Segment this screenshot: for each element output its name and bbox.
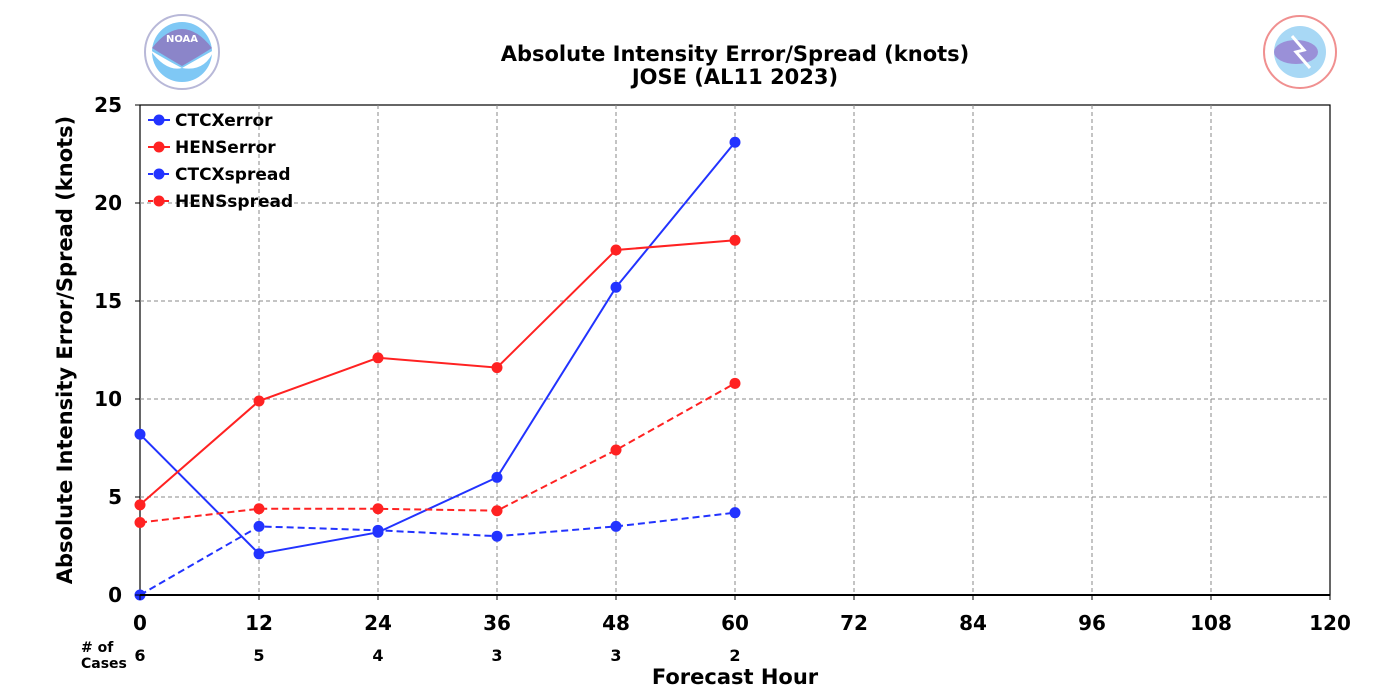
x-tick-label: 72: [840, 611, 868, 635]
series-henserror: [134, 234, 741, 511]
legend-label-ctcxerror: CTCXerror: [175, 111, 273, 131]
x-tick-label: 120: [1309, 611, 1351, 635]
x-tick-label: 0: [133, 611, 147, 635]
data-point-hensspread: [491, 505, 503, 517]
data-point-ctcxspread: [372, 524, 384, 536]
x-axis-title: Forecast Hour: [652, 665, 819, 689]
y-tick-label: 20: [94, 191, 122, 215]
data-point-hensspread: [729, 377, 741, 389]
legend-marker-hensspread: [153, 195, 165, 207]
y-ticks: 0 5 10 15 20 25: [94, 93, 140, 607]
legend-item-henserror: HENSerror: [148, 138, 276, 158]
case-count: 5: [253, 646, 264, 665]
data-point-henserror: [372, 352, 384, 364]
noaa-logo-text: NOAA: [166, 34, 198, 45]
noaa-logo-icon: NOAA: [144, 14, 220, 90]
legend-label-ctcxspread: CTCXspread: [175, 165, 291, 185]
x-tick-label: 108: [1190, 611, 1232, 635]
series-line-hensspread: [139, 382, 736, 524]
legend-label-henserror: HENSerror: [175, 138, 276, 158]
data-point-henserror: [491, 362, 503, 374]
data-point-ctcxspread: [610, 520, 622, 532]
data-point-ctcxspread: [491, 530, 503, 542]
y-tick-label: 10: [94, 387, 122, 411]
data-point-hensspread: [372, 503, 384, 515]
y-tick-label: 15: [94, 289, 122, 313]
y-tick-label: 5: [108, 485, 122, 509]
case-count: 3: [491, 646, 502, 665]
x-tick-label: 36: [483, 611, 511, 635]
data-point-ctcxerror: [134, 428, 146, 440]
legend-label-hensspread: HENSspread: [175, 192, 293, 212]
cases-row: 6 5 4 3 3 2: [134, 646, 740, 665]
series-line-ctcxspread: [139, 511, 736, 596]
legend-item-ctcxerror: CTCXerror: [148, 111, 273, 131]
chart-title: Absolute Intensity Error/Spread (knots): [501, 42, 970, 66]
cases-label-line2: Cases: [81, 656, 127, 672]
case-count: 6: [134, 646, 145, 665]
chart-subtitle: JOSE (AL11 2023): [630, 65, 838, 89]
legend-marker-ctcxspread: [153, 168, 165, 180]
case-count: 3: [610, 646, 621, 665]
data-point-henserror: [134, 499, 146, 511]
x-tick-label: 12: [245, 611, 273, 635]
data-point-ctcxerror: [491, 471, 503, 483]
data-point-henserror: [729, 234, 741, 246]
data-point-hensspread: [134, 516, 146, 528]
y-tick-label: 25: [94, 93, 122, 117]
data-point-hensspread: [253, 503, 265, 515]
nws-logo-icon: [1263, 15, 1337, 89]
series-layer: [134, 136, 741, 601]
data-point-ctcxerror: [610, 281, 622, 293]
data-point-henserror: [253, 395, 265, 407]
data-point-ctcxspread: [253, 520, 265, 532]
x-tick-label: 48: [602, 611, 630, 635]
legend-item-hensspread: HENSspread: [148, 192, 293, 212]
legend: CTCXerror HENSerror CTCXspread HENSspread: [148, 111, 293, 212]
legend-marker-ctcxerror: [153, 114, 165, 126]
x-tick-label: 84: [959, 611, 987, 635]
series-hensspread: [134, 377, 741, 528]
x-tick-label: 60: [721, 611, 749, 635]
series-line-ctcxerror: [139, 141, 736, 555]
case-count: 2: [729, 646, 740, 665]
x-ticks: 0 12 24 36 48 60 72 84 96 108 120: [133, 595, 1351, 635]
y-axis-title: Absolute Intensity Error/Spread (knots): [53, 116, 77, 585]
data-point-ctcxspread: [729, 507, 741, 519]
data-point-hensspread: [610, 444, 622, 456]
x-tick-label: 96: [1078, 611, 1106, 635]
data-point-ctcxerror: [253, 548, 265, 560]
legend-item-ctcxspread: CTCXspread: [148, 165, 291, 185]
data-point-ctcxerror: [729, 136, 741, 148]
series-line-henserror: [139, 239, 736, 506]
series-ctcxspread: [134, 507, 741, 601]
x-tick-label: 24: [364, 611, 392, 635]
y-tick-label: 0: [108, 583, 122, 607]
cases-label-line1: # of: [81, 640, 114, 656]
case-count: 4: [372, 646, 383, 665]
legend-marker-henserror: [153, 141, 165, 153]
data-point-henserror: [610, 244, 622, 256]
